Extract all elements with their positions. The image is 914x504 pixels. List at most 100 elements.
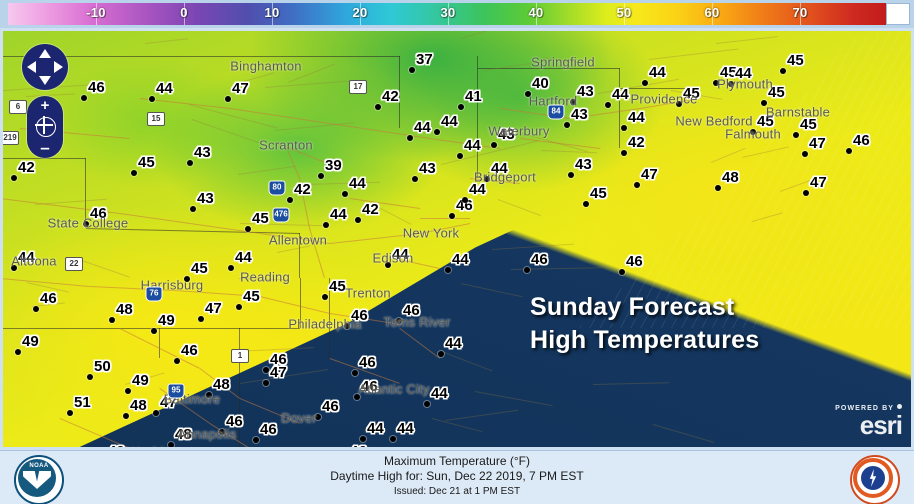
station-temperature-value: 41 <box>465 88 482 105</box>
station-dot-icon <box>462 197 468 203</box>
station-dot-icon <box>151 328 157 334</box>
city-label: Binghamton <box>230 59 301 74</box>
route-shield: 219 <box>1 131 19 145</box>
station-temperature-value: 45 <box>191 260 208 277</box>
station-dot-icon <box>225 96 231 102</box>
station-dot-icon <box>457 153 463 159</box>
pan-right-icon[interactable] <box>54 61 63 73</box>
station-dot-icon <box>187 160 193 166</box>
station-dot-icon <box>375 104 381 110</box>
station-temperature-value: 45 <box>243 288 260 305</box>
station-temperature-value: 46 <box>40 290 57 307</box>
station-dot-icon <box>236 304 242 310</box>
station-temperature-value: 46 <box>359 354 376 371</box>
footer-line-2: Daytime High for: Sun, Dec 22 2019, 7 PM… <box>0 469 914 484</box>
pan-down-icon[interactable] <box>39 76 51 85</box>
station-dot-icon <box>564 122 570 128</box>
zoom-out-button[interactable]: – <box>27 138 63 158</box>
station-temperature-value: 44 <box>156 80 173 97</box>
station-temperature-value: 44 <box>452 251 469 268</box>
station-dot-icon <box>287 197 293 203</box>
station-temperature-value: 47 <box>809 135 826 152</box>
city-label: Annapolis <box>178 427 237 442</box>
state-boundary <box>619 68 620 148</box>
city-label: Toms River <box>383 315 450 330</box>
city-label: Waterbury <box>488 124 549 139</box>
station-temperature-value: 48 <box>116 301 133 318</box>
legend-tick-label: 0 <box>180 5 188 20</box>
station-dot-icon <box>33 306 39 312</box>
city-label: Philadelphia <box>288 317 361 332</box>
city-label: Edison <box>373 251 414 266</box>
legend-end-box <box>886 3 910 25</box>
station-dot-icon <box>323 222 329 228</box>
station-dot-icon <box>793 132 799 138</box>
pan-control[interactable] <box>22 44 68 90</box>
station-dot-icon <box>634 182 640 188</box>
station-dot-icon <box>438 351 444 357</box>
city-label: Springfield <box>531 55 595 70</box>
national-weather-service-logo <box>850 455 900 504</box>
legend-tick-label: 20 <box>352 5 367 20</box>
route-shield: 76 <box>146 287 163 302</box>
station-temperature-value: 46 <box>853 132 870 149</box>
station-dot-icon <box>802 151 808 157</box>
pan-left-icon[interactable] <box>27 61 36 73</box>
route-shield: 476 <box>273 208 290 223</box>
state-boundary <box>477 56 478 178</box>
esri-dot-icon <box>897 404 902 409</box>
station-temperature-value: 49 <box>158 312 175 329</box>
station-dot-icon <box>153 410 159 416</box>
esri-attribution: POWERED BY esri <box>835 404 902 438</box>
station-temperature-value: 44 <box>649 64 666 81</box>
overlay-title-line2: High Temperatures <box>530 324 759 357</box>
station-dot-icon <box>803 190 809 196</box>
station-dot-icon <box>149 96 155 102</box>
station-temperature-value: 45 <box>787 52 804 69</box>
station-dot-icon <box>198 316 204 322</box>
overlay-title-line1: Sunday Forecast <box>530 291 759 324</box>
station-temperature-value: 44 <box>330 206 347 223</box>
forecast-map[interactable]: 37 42 41 47 46 44 44 44 44 43 40 43 44 44 43 42 44 45 45 44… <box>0 28 914 450</box>
station-temperature-value: 44 <box>628 109 645 126</box>
station-dot-icon <box>81 95 87 101</box>
zoom-in-button[interactable]: + <box>27 97 63 114</box>
station-dot-icon <box>424 401 430 407</box>
station-temperature-value: 39 <box>325 157 342 174</box>
station-dot-icon <box>619 269 625 275</box>
pan-up-icon[interactable] <box>39 49 51 58</box>
station-temperature-value: 43 <box>197 190 214 207</box>
city-label: New York <box>403 226 460 241</box>
station-temperature-value: 44 <box>235 249 252 266</box>
station-temperature-value: 47 <box>810 174 827 191</box>
station-temperature-value: 43 <box>571 106 588 123</box>
station-dot-icon <box>390 436 396 442</box>
station-temperature-value: 49 <box>108 443 125 450</box>
legend-tick-label: 30 <box>440 5 455 20</box>
station-temperature-value: 44 <box>464 137 481 154</box>
route-shield: 80 <box>269 181 286 196</box>
city-label: Scranton <box>259 138 313 153</box>
city-label: Barnstable <box>766 105 830 120</box>
city-label: Dover <box>281 411 317 426</box>
station-temperature-value: 42 <box>362 201 379 218</box>
station-temperature-value: 47 <box>205 300 222 317</box>
station-dot-icon <box>67 410 73 416</box>
map-footer: NOAA Maximum Temperature (°F) Daytime Hi… <box>0 450 914 504</box>
footer-line-1: Maximum Temperature (°F) <box>0 454 914 469</box>
city-label: Bridgeport <box>474 170 536 185</box>
station-dot-icon <box>109 317 115 323</box>
legend-tick-label: 10 <box>264 5 279 20</box>
weather-map-app: -10 0 10 20 30 40 50 60 70 37 42 41 47 46 44 44 44 44 43 4… <box>0 0 914 504</box>
station-temperature-value: 44 <box>349 175 366 192</box>
station-dot-icon <box>245 226 251 232</box>
globe-icon[interactable] <box>36 117 56 137</box>
zoom-control[interactable]: + – <box>27 96 63 158</box>
station-temperature-value: 43 <box>577 83 594 100</box>
legend-tick-label: -10 <box>86 5 106 20</box>
station-temperature-value: 42 <box>18 159 35 176</box>
station-dot-icon <box>409 67 415 73</box>
station-temperature-value: 43 <box>575 156 592 173</box>
station-dot-icon <box>434 129 440 135</box>
station-temperature-value: 43 <box>419 160 436 177</box>
